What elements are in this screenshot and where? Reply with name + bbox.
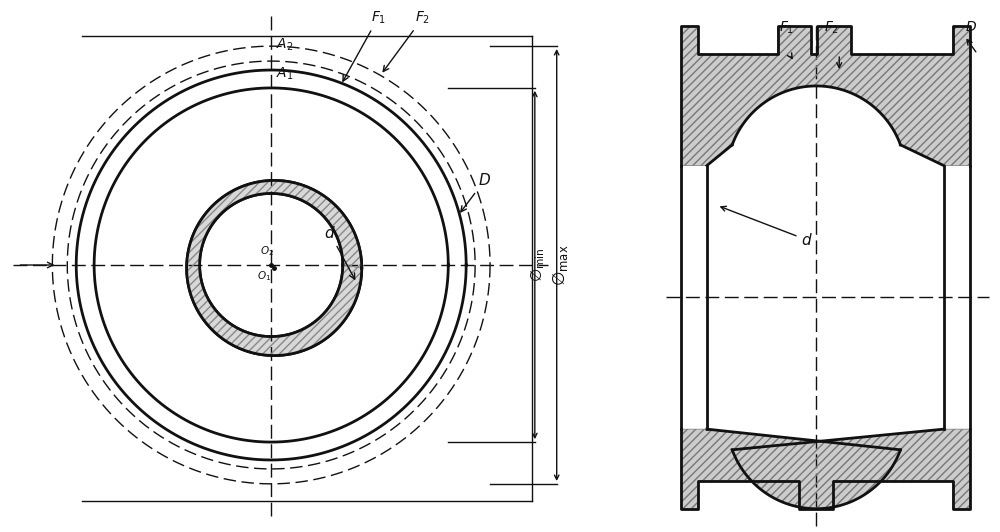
Text: $d$: $d$ — [721, 206, 813, 248]
Text: $F_1$: $F_1$ — [779, 19, 794, 36]
Text: $d$: $d$ — [324, 225, 355, 279]
Text: $F_2$: $F_2$ — [383, 9, 431, 71]
Text: $F_2$: $F_2$ — [824, 19, 839, 36]
Text: $D$: $D$ — [461, 172, 491, 212]
Text: $\varnothing_{\rm min}$: $\varnothing_{\rm min}$ — [529, 248, 547, 282]
Text: $O_2$: $O_2$ — [260, 244, 274, 258]
Text: $\varnothing_{\rm max}$: $\varnothing_{\rm max}$ — [550, 244, 570, 286]
Text: $F_1$: $F_1$ — [343, 9, 386, 81]
Text: $A_1$: $A_1$ — [276, 66, 294, 82]
Text: $D$: $D$ — [965, 20, 977, 34]
Polygon shape — [187, 180, 362, 355]
Polygon shape — [681, 26, 970, 165]
Polygon shape — [681, 429, 970, 509]
Text: $O_1$: $O_1$ — [257, 269, 271, 282]
Text: $A_2$: $A_2$ — [276, 36, 294, 53]
